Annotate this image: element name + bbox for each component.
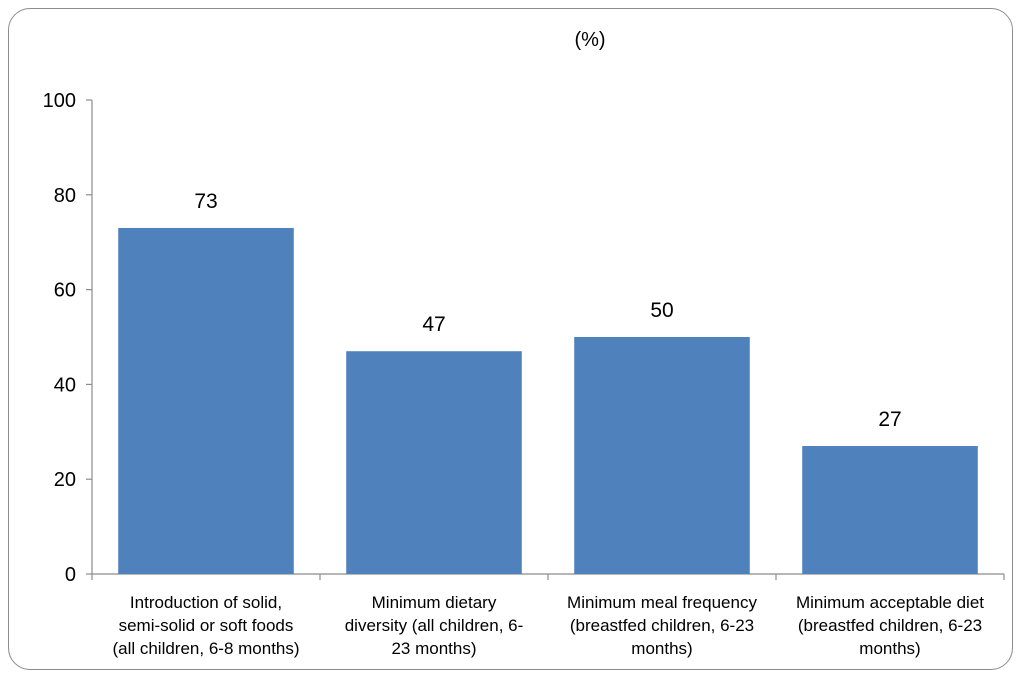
x-category-label: months) (859, 639, 920, 658)
bar (574, 337, 750, 574)
data-label: 47 (422, 313, 445, 336)
y-tick-label: 40 (54, 374, 76, 396)
x-category-label: (breastfed children, 6-23 (570, 616, 754, 635)
y-tick-label: 20 (54, 469, 76, 491)
data-label: 50 (650, 299, 673, 322)
x-category-label: (all children, 6-8 months) (112, 639, 299, 658)
chart-title: (%) (574, 29, 605, 51)
bars (118, 227, 978, 575)
x-category-label: Minimum acceptable diet (796, 593, 984, 612)
y-tick-label: 80 (54, 185, 76, 207)
x-category-label: Introduction of solid, (130, 593, 282, 612)
x-category-label: diversity (all children, 6- (345, 616, 524, 635)
y-tick-label: 0 (65, 564, 76, 586)
x-category-label: semi-solid or soft foods (119, 616, 294, 635)
bar (346, 351, 522, 574)
x-category-label: (breastfed children, 6-23 (798, 616, 982, 635)
bar (802, 446, 978, 574)
bar (118, 227, 294, 575)
x-category-label: Minimum meal frequency (567, 593, 757, 612)
x-category-label: months) (631, 639, 692, 658)
labels: 73 Introduction of solid, semi-solid or so… (112, 190, 984, 658)
y-tick-label: 60 (54, 280, 76, 302)
x-category-label: Minimum dietary (372, 593, 497, 612)
data-label: 27 (878, 408, 901, 431)
data-label: 73 (194, 190, 217, 213)
x-category-label: 23 months) (391, 639, 476, 658)
y-tick-label: 100 (43, 90, 76, 112)
